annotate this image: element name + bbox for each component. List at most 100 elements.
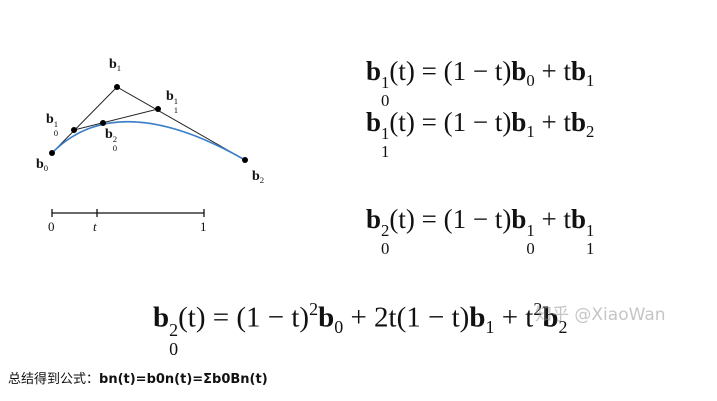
math-text: + t (534, 107, 571, 137)
script: 2 (586, 123, 594, 141)
math-text: (t) = (1 − t) (389, 204, 512, 234)
formula: b 1 0 (t) = (1 − t)b 0 + tb 1 (366, 58, 594, 109)
script: 2 (259, 175, 265, 186)
math-symbol: b (252, 169, 260, 184)
subscript: 0 (169, 338, 179, 359)
superscript: 2 (381, 221, 390, 241)
script: 2 (309, 300, 318, 319)
superscript: 2 (309, 299, 319, 319)
math-text: + t (494, 301, 534, 334)
math-symbol: b (366, 107, 382, 137)
superscript: 1 (53, 119, 59, 130)
superscript: 1 (526, 221, 535, 241)
subscript: 2 (259, 175, 265, 186)
script: 0 (334, 318, 343, 337)
superscript: 1 (586, 221, 595, 241)
subscript: 1 (526, 121, 535, 141)
subscript: 2 (586, 121, 595, 141)
subscript: 1 (485, 316, 495, 337)
axis-label: 0 (48, 219, 55, 234)
axis-label: t (93, 219, 97, 234)
points (49, 84, 248, 163)
subscript: 1 (381, 141, 390, 161)
math-text: (t) = (1 − t) (389, 107, 512, 137)
superscript: 2 (533, 299, 543, 319)
formula: b 1 1 (t) = (1 − t)b 1 + tb 2 (366, 109, 594, 160)
point (100, 120, 106, 126)
superscript: 2 (112, 134, 118, 145)
math-symbol: b (109, 57, 117, 72)
formula: b 2 0 (t) = (1 − t)b 1 0 + tb 1 1 (366, 206, 594, 257)
caption-formula: bn(t)=b0n(t)=Σb0Bn(t) (99, 372, 268, 387)
subscript: 0 (53, 128, 59, 139)
script: 1 (485, 318, 494, 337)
math-symbol: b (570, 204, 586, 234)
point (155, 106, 161, 112)
subscript: 2 (558, 316, 568, 337)
math-symbol: b (511, 204, 527, 234)
script: 2 (559, 318, 568, 337)
math-symbol: b (511, 56, 527, 86)
math-symbol: b (366, 56, 382, 86)
math-text: + 2t(1 − t) (343, 301, 470, 334)
subscript: 0 (112, 143, 118, 154)
point (114, 84, 120, 90)
math-symbol: b (366, 204, 382, 234)
script: 1 (526, 123, 534, 141)
watermark: 知乎 @XiaoWan (535, 305, 666, 325)
math-symbol: b (570, 107, 586, 137)
script: 0 (43, 163, 49, 174)
subscript: 0 (381, 90, 390, 110)
superscript: 1 (173, 96, 179, 107)
caption-text: 总结得到公式： (8, 372, 100, 387)
math-symbol: b (36, 157, 44, 172)
superscript: 1 (381, 73, 390, 93)
math-text: (t) = (1 − t) (389, 56, 512, 86)
point (49, 150, 55, 156)
math-symbol: b (511, 107, 527, 137)
subscript: 1 (586, 70, 595, 90)
subscript: 0 (526, 238, 535, 258)
math-symbol: b (570, 56, 586, 86)
axis-label: 1 (200, 219, 207, 234)
math-symbol: b (153, 301, 170, 334)
subscript: 1 (116, 63, 122, 74)
math-symbol: b (166, 89, 174, 104)
script: 0 (526, 72, 534, 90)
math-text: (t) = (1 − t) (178, 301, 310, 334)
math-text: + t (534, 204, 571, 234)
math-symbol: b (542, 301, 559, 334)
math-text: + t (534, 56, 571, 86)
math-symbol: b (469, 301, 486, 334)
subscript: 0 (526, 70, 535, 90)
subscript: 0 (43, 163, 49, 174)
script: 2 (533, 300, 542, 319)
bezier-curve (51, 120, 246, 161)
subscript: 1 (586, 238, 595, 258)
superscript: 2 (169, 319, 179, 340)
subscript: 1 (173, 105, 179, 116)
point (71, 127, 77, 133)
superscript: 1 (381, 124, 390, 144)
script: 1 (586, 72, 594, 90)
caption: 总结得到公式：bn(t)=b0n(t)=Σb0Bn(t) (8, 373, 268, 386)
intermediate-line (73, 108, 159, 131)
